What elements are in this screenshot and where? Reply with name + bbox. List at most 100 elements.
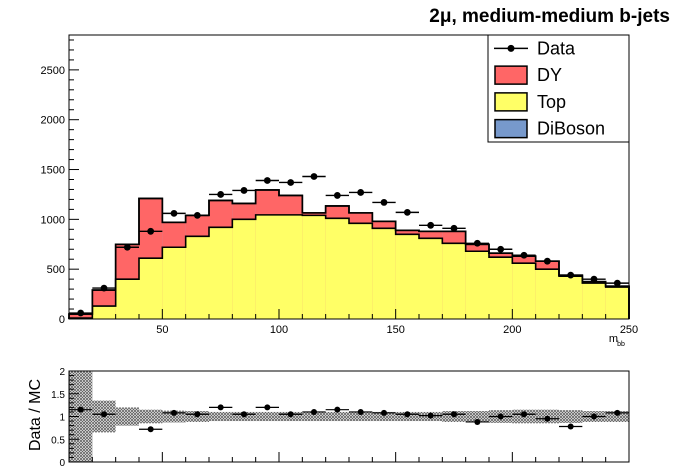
bar-top-1 xyxy=(92,306,116,319)
ratio-uncertainty-band-17 xyxy=(465,411,489,422)
legend-swatch-diboson xyxy=(494,118,528,139)
ratio-point-22 xyxy=(614,409,621,416)
ratio-point-6 xyxy=(241,411,247,418)
y-tick-label: 0 xyxy=(59,314,65,326)
ratio-point-5 xyxy=(217,404,224,411)
ratio-point-16 xyxy=(474,418,481,425)
x-tick-label: 200 xyxy=(503,324,521,336)
ratio-point-10 xyxy=(334,406,341,413)
ratio-point-4 xyxy=(194,411,201,418)
ratio-point-0 xyxy=(77,406,84,413)
ratio-uncertainty-band-13 xyxy=(372,411,396,422)
ratio-point-20 xyxy=(567,423,574,430)
data-point-19 xyxy=(520,251,528,259)
data-point-18 xyxy=(497,245,505,253)
data-point-7 xyxy=(240,187,248,194)
ratio-uncertainty-band-6 xyxy=(209,411,233,422)
data-point-10 xyxy=(310,173,318,180)
bar-top-19 xyxy=(512,263,536,319)
ratio-uncertainty-band-4 xyxy=(162,410,186,423)
ratio-point-21 xyxy=(591,413,597,420)
bar-top-14 xyxy=(395,234,419,319)
data-point-22 xyxy=(590,275,598,283)
bar-top-18 xyxy=(489,257,513,319)
ratio-point-11 xyxy=(357,408,364,415)
x-tick-label: 250 xyxy=(620,324,638,336)
bar-top-5 xyxy=(185,236,209,319)
ratio-point-18 xyxy=(521,411,527,418)
data-point-17 xyxy=(473,239,481,247)
y-tick-label: 2500 xyxy=(41,65,65,77)
data-point-21 xyxy=(567,271,575,279)
data-point-6 xyxy=(217,191,225,198)
bar-top-17 xyxy=(465,251,489,319)
bar-top-8 xyxy=(255,214,279,319)
ratio-point-17 xyxy=(497,413,504,420)
data-point-3 xyxy=(147,227,155,235)
ratio-y-tick-label: 2 xyxy=(59,367,65,378)
ratio-point-15 xyxy=(451,411,457,418)
ratio-point-7 xyxy=(264,404,271,411)
x-axis-label: m xyxy=(609,333,618,345)
legend-label-dy: DY xyxy=(537,65,562,85)
data-point-2 xyxy=(123,243,131,251)
data-point-1 xyxy=(100,284,108,292)
bar-top-4 xyxy=(162,247,186,319)
bar-top-2 xyxy=(115,279,139,319)
ratio-uncertainty-band-10 xyxy=(302,411,326,422)
ratio-point-3 xyxy=(171,409,177,416)
ratio-y-tick-label: 1 xyxy=(59,413,65,424)
data-point-14 xyxy=(403,208,411,216)
ratio-y-axis-label: Data / MC xyxy=(27,379,44,451)
x-tick-label: 150 xyxy=(386,324,404,336)
data-point-11 xyxy=(333,192,341,199)
outline-top xyxy=(68,214,630,319)
y-tick-label: 500 xyxy=(47,264,65,276)
ratio-uncertainty-band-11 xyxy=(325,411,349,422)
chart-title: 2μ, medium-medium b-jets xyxy=(429,6,670,27)
ratio-point-12 xyxy=(381,409,387,416)
bar-top-10 xyxy=(302,215,326,319)
bar-top-13 xyxy=(372,228,396,319)
y-tick-label: 1500 xyxy=(41,165,65,177)
legend-swatch-dy xyxy=(494,65,528,85)
bar-top-6 xyxy=(209,227,233,319)
bar-top-11 xyxy=(325,218,349,319)
bar-top-3 xyxy=(139,258,163,319)
legend-swatch-top xyxy=(494,92,528,112)
bar-top-20 xyxy=(535,269,559,319)
ratio-uncertainty-band-23 xyxy=(605,411,629,422)
ratio-uncertainty-band-2 xyxy=(115,407,139,426)
x-tick-label: 50 xyxy=(156,324,168,336)
ratio-point-14 xyxy=(427,412,434,419)
data-point-9 xyxy=(287,179,295,186)
data-point-12 xyxy=(357,189,365,196)
ratio-y-tick-label: 0.5 xyxy=(51,435,65,446)
ratio-uncertainty-band-12 xyxy=(349,411,373,422)
y-tick-label: 2000 xyxy=(41,115,65,127)
ratio-point-8 xyxy=(287,411,294,418)
legend-label-data: Data xyxy=(537,38,576,58)
ratio-point-19 xyxy=(544,415,551,422)
bar-dy-0 xyxy=(69,314,93,319)
ratio-point-9 xyxy=(311,408,317,415)
ratio-point-1 xyxy=(101,411,107,418)
bar-top-15 xyxy=(419,238,443,319)
ratio-uncertainty-band-21 xyxy=(559,410,583,423)
data-point-8 xyxy=(263,177,271,184)
x-tick-label: 100 xyxy=(270,324,288,336)
ratio-point-2 xyxy=(147,426,154,433)
ratio-uncertainty-band-3 xyxy=(139,409,163,424)
x-axis-label-subscript: bb xyxy=(617,341,625,348)
bar-top-12 xyxy=(349,223,373,319)
data-point-20 xyxy=(543,257,551,265)
bar-top-23 xyxy=(605,287,629,319)
data-point-15 xyxy=(427,221,435,229)
legend-label-top: Top xyxy=(537,92,566,112)
legend-swatch-data-marker xyxy=(507,44,515,52)
ratio-point-13 xyxy=(404,411,411,418)
ratio-y-tick-label: 0 xyxy=(59,458,65,469)
y-tick-label: 1000 xyxy=(41,214,65,226)
data-point-23 xyxy=(613,279,621,287)
